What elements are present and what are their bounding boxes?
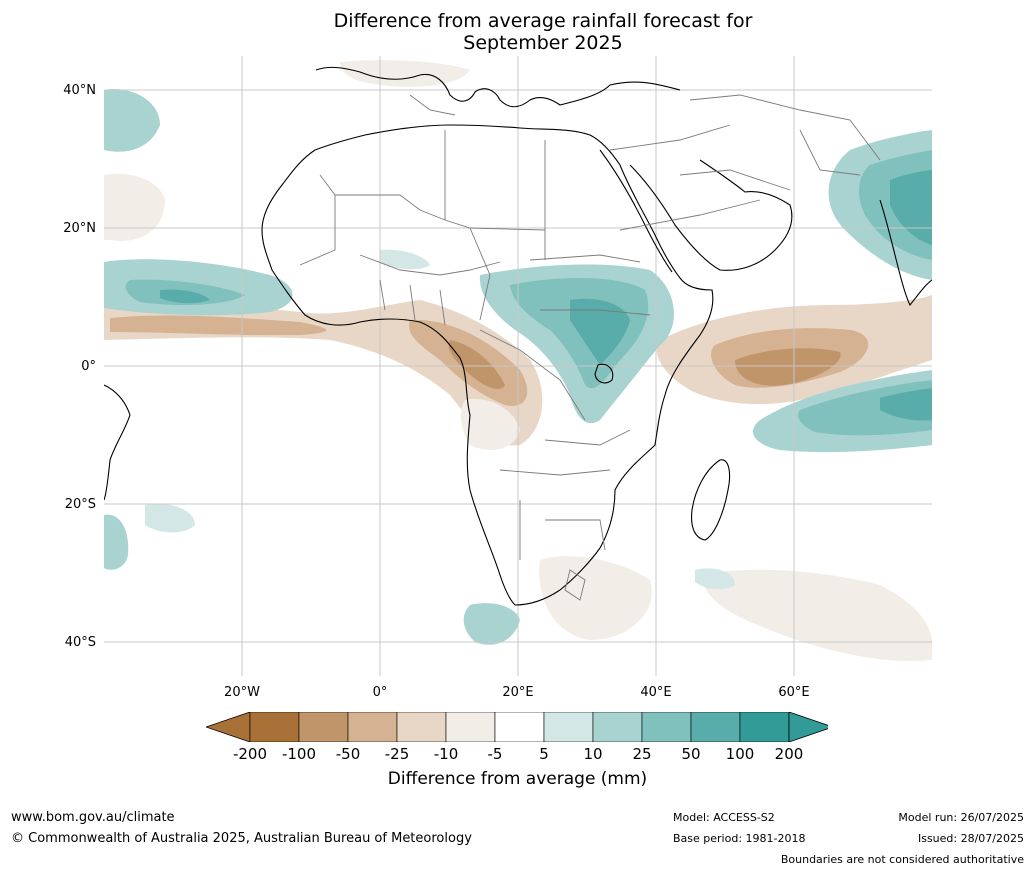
lon-label-60e: 60°E <box>778 685 810 700</box>
lat-label-40n: 40°N <box>63 83 96 98</box>
wet-anomaly-south-indian-ocean-center <box>880 388 932 421</box>
lat-label-40s: 40°S <box>64 635 96 650</box>
colorbar-extend-high <box>788 712 828 742</box>
dry-anomaly-africa-interior <box>460 399 520 450</box>
colorbar-segment <box>445 712 496 742</box>
africa-coastline <box>261 124 714 606</box>
wet-anomaly-west-africa-small <box>380 249 430 270</box>
lon-label-40e: 40°E <box>640 685 672 700</box>
colorbar-extend-low <box>206 712 251 742</box>
model-text: Model: ACCESS-S2 <box>673 811 775 824</box>
colorbar <box>206 712 828 742</box>
anomaly-shading <box>104 60 932 661</box>
rainfall-anomaly-map <box>104 56 932 676</box>
colorbar-segment <box>543 712 594 742</box>
map-canvas <box>104 56 932 676</box>
colorbar-segment <box>494 712 545 742</box>
wet-anomaly-arabian-sea-center <box>890 170 932 245</box>
wet-anomaly-sahel-atlantic-center <box>160 289 210 304</box>
wet-anomaly-central-africa-center <box>570 298 630 365</box>
colorbar-tick-label: 200 <box>774 745 804 763</box>
colorbar-tick-label: 50 <box>681 745 701 763</box>
colorbar-tick-label: 100 <box>725 745 755 763</box>
model-run-text: Model run: 26/07/2025 <box>898 811 1024 824</box>
lat-label-20n: 20°N <box>63 221 96 236</box>
dry-anomaly-south-ocean <box>700 569 932 661</box>
europe-coastline <box>315 66 681 108</box>
lon-label-20e: 20°E <box>502 685 534 700</box>
colorbar-segment <box>690 712 741 742</box>
map-title: Difference from average rainfall forecas… <box>0 10 1035 54</box>
colorbar-tick-label: -25 <box>384 745 410 763</box>
arabia-coastline <box>629 159 793 271</box>
colorbar-segment <box>396 712 447 742</box>
colorbar-segment <box>249 712 300 742</box>
dry-anomaly-gulf-guinea <box>110 315 327 336</box>
dry-anomaly-south-atlantic <box>104 173 165 241</box>
colorbar-label: Difference from average (mm) <box>387 769 648 789</box>
title-line-2: September 2025 <box>463 32 623 54</box>
lake-victoria <box>594 363 614 384</box>
issued-text: Issued: 28/07/2025 <box>917 832 1024 845</box>
colorbar-segment <box>347 712 398 742</box>
wet-anomaly-southwest-atlantic <box>104 514 129 570</box>
south-america-coastline <box>104 384 131 501</box>
lat-label-equator: 0° <box>81 359 96 374</box>
colorbar-tick-label: 5 <box>539 745 549 763</box>
colorbar-tick-label: -100 <box>281 745 317 763</box>
disclaimer-text: Boundaries are not considered authoritat… <box>780 853 1024 866</box>
colorbar-segment <box>739 712 790 742</box>
madagascar-coastline <box>691 459 731 541</box>
colorbar-segment <box>592 712 643 742</box>
colorbar-segment <box>641 712 692 742</box>
title-line-1: Difference from average rainfall forecas… <box>333 10 753 32</box>
colorbar-tick-label: -10 <box>433 745 459 763</box>
wet-anomaly-cape <box>463 603 520 645</box>
wet-anomaly-south-atlantic-small <box>145 503 195 533</box>
red-sea-coastline <box>599 149 673 273</box>
colorbar-tick-label: -50 <box>335 745 361 763</box>
wet-anomaly-mozambique-channel <box>695 568 735 590</box>
country-boundaries <box>299 94 881 601</box>
graticule <box>104 56 932 676</box>
colorbar-tick-label: -200 <box>232 745 268 763</box>
india-coastline <box>879 199 932 307</box>
dry-anomaly-indian-ocean-center <box>735 348 841 386</box>
wet-anomaly-north-atlantic <box>104 89 160 152</box>
dry-anomaly-southern-africa <box>539 556 652 640</box>
colorbar-tick-label: 10 <box>583 745 603 763</box>
lon-label-0: 0° <box>372 685 388 700</box>
lon-label-20w: 20°W <box>224 685 260 700</box>
colorbar-tick-label: -5 <box>487 745 503 763</box>
dry-anomaly-congo-core <box>448 340 505 390</box>
copyright-text: © Commonwealth of Australia 2025, Austra… <box>11 831 472 846</box>
colorbar-segment <box>298 712 349 742</box>
website-text: www.bom.gov.au/climate <box>11 810 175 825</box>
dry-anomaly-mediterranean <box>340 60 470 87</box>
base-period-text: Base period: 1981-2018 <box>673 832 806 845</box>
colorbar-tick-label: 25 <box>632 745 652 763</box>
lat-label-20s: 20°S <box>64 497 96 512</box>
